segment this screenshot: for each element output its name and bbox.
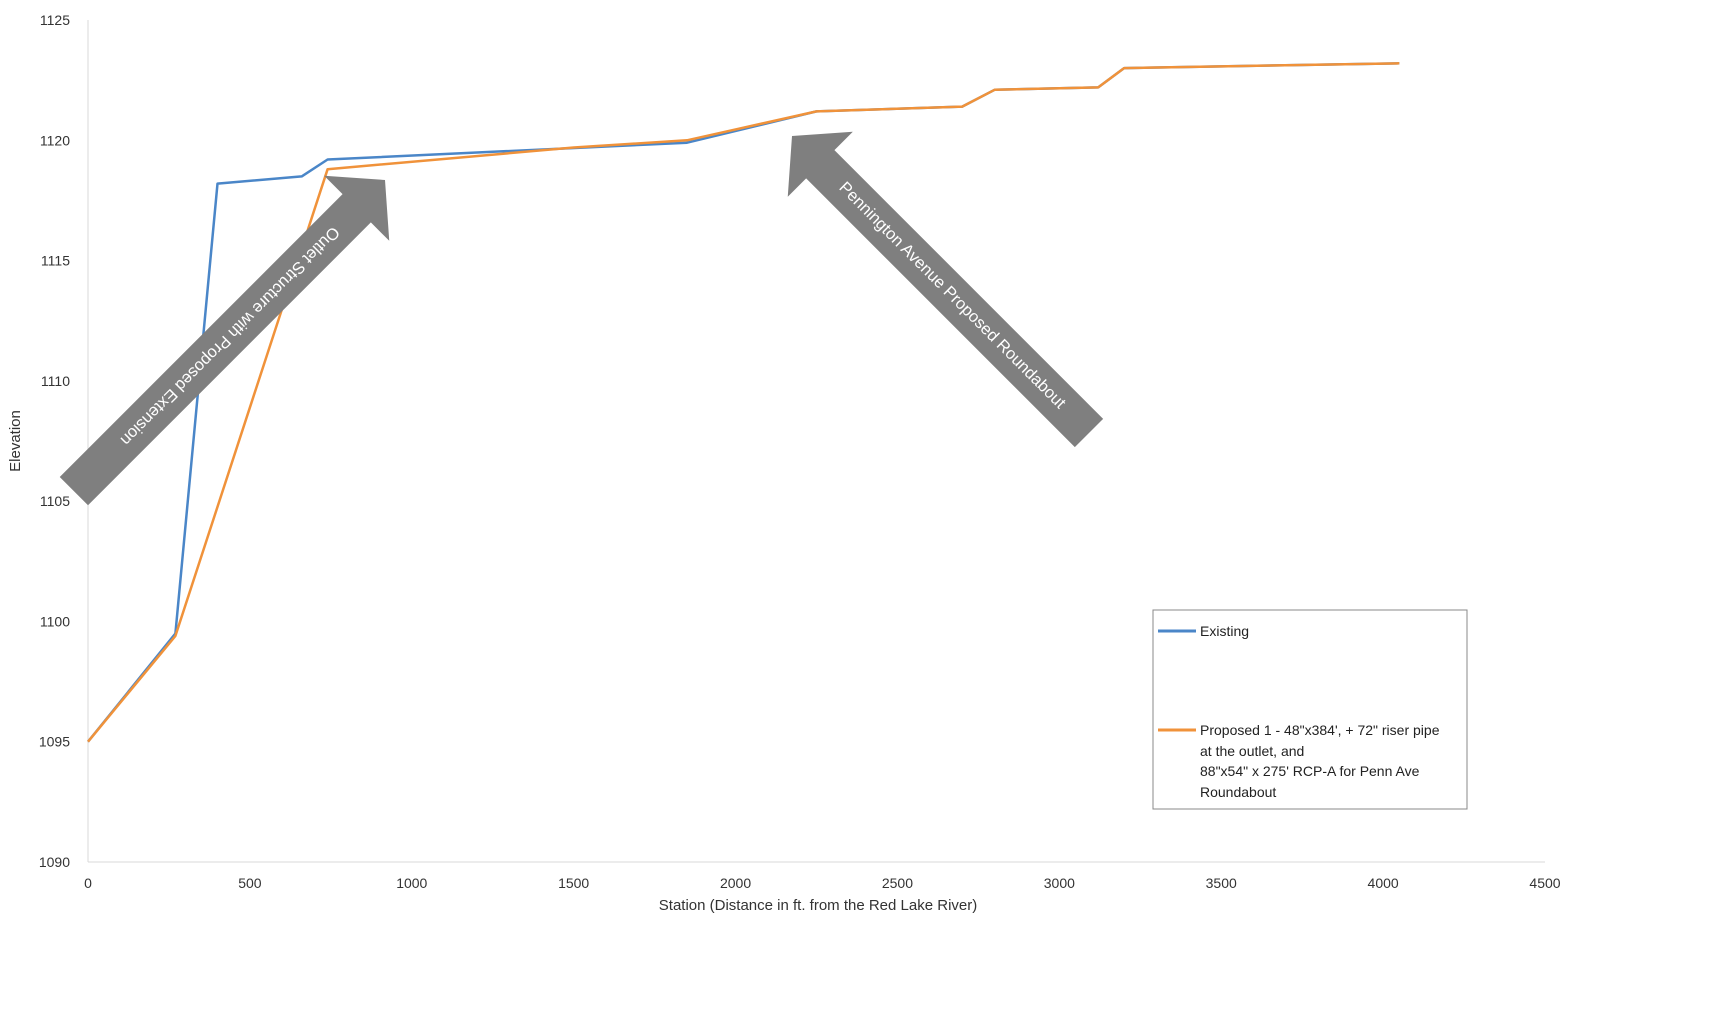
y-tick-label: 1100	[40, 613, 70, 629]
legend-label-proposed-line: Roundabout	[1200, 784, 1276, 800]
legend-label-existing: Existing	[1200, 623, 1249, 639]
y-tick-label: 1125	[40, 12, 70, 28]
arrow-shape	[59, 175, 390, 506]
y-tick-label: 1105	[40, 493, 70, 509]
legend-label-proposed-line: at the outlet, and	[1200, 743, 1304, 759]
series-line-proposed	[87, 62, 1400, 743]
x-tick-label: 4000	[1368, 875, 1399, 891]
x-tick-label: 1500	[558, 875, 589, 891]
x-tick-label: 4500	[1529, 875, 1560, 891]
y-tick-label: 1110	[41, 373, 70, 389]
x-axis-label: Station (Distance in ft. from the Red La…	[659, 897, 977, 914]
axes	[87, 20, 1545, 863]
arrow-shape	[787, 131, 1104, 448]
x-tick-label: 500	[238, 875, 262, 891]
y-tick-label: 1115	[41, 253, 70, 269]
x-tick-label: 1000	[396, 875, 427, 891]
x-tick-labels: 0 500 1000 1500 2000 2500 3000 3500 4000 4500	[84, 875, 1561, 891]
y-tick-labels: 1090 1095 1100 1105 1110 1115 1120 1125	[39, 12, 70, 870]
y-axis-label: Elevation	[7, 410, 24, 472]
series-lines	[87, 62, 1400, 743]
x-tick-label: 0	[84, 875, 92, 891]
legend-label-proposed: Proposed 1 - 48"x384', + 72" riser pipe …	[1200, 722, 1443, 800]
x-tick-label: 3000	[1044, 875, 1075, 891]
legend: Existing Proposed 1 - 48"x384', + 72" ri…	[1152, 609, 1468, 810]
legend-box	[1152, 609, 1468, 810]
legend-label-proposed-line: 88"x54" x 275' RCP-A for Penn Ave	[1200, 763, 1420, 779]
x-tick-label: 3500	[1206, 875, 1237, 891]
y-tick-label: 1095	[39, 734, 70, 750]
x-tick-label: 2000	[720, 875, 751, 891]
y-tick-label: 1090	[39, 854, 70, 870]
y-tick-label: 1120	[40, 132, 70, 148]
x-tick-label: 2500	[882, 875, 913, 891]
legend-label-proposed-line: Proposed 1 - 48"x384', + 72" riser pipe	[1200, 722, 1440, 738]
